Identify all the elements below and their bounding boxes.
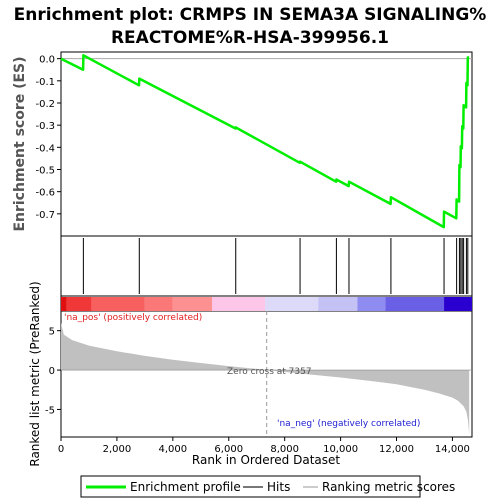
rank-metric-layer xyxy=(61,311,472,437)
rank-tick-label: 0 xyxy=(49,366,55,377)
heatmap-layer xyxy=(61,297,472,311)
es-tick-label: -0.5 xyxy=(35,165,55,176)
legend-label-ranking: Ranking metric scores xyxy=(322,480,455,494)
heatmap-band xyxy=(91,297,145,311)
heatmap-band xyxy=(265,297,319,311)
heatmap-band xyxy=(357,297,386,311)
es-tick-label: -0.2 xyxy=(35,99,55,110)
x-tick-label: 14,000 xyxy=(435,444,470,455)
rank-tick-label: -5 xyxy=(45,405,55,416)
es-tick-label: -0.4 xyxy=(35,143,55,154)
x-ticks: 0 2,000 4,000 6,000 8,000 10,000 12,000 14,000 xyxy=(58,437,470,455)
es-line-layer xyxy=(60,54,470,229)
hits-layer xyxy=(82,238,469,294)
rank-tick-label: 5 xyxy=(49,327,55,338)
x-tick-label: 2,000 xyxy=(103,444,132,455)
heatmap-band xyxy=(66,297,92,311)
x-tick-label: 6,000 xyxy=(214,444,243,455)
rank-y-axis-label: Ranked list metric (PreRanked) xyxy=(28,281,42,466)
x-tick-label: 12,000 xyxy=(379,444,414,455)
neg-label: 'na_neg' (negatively correlated) xyxy=(277,419,420,429)
es-y-axis-label: Enrichment score (ES) xyxy=(12,56,28,231)
pos-label: 'na_pos' (positively correlated) xyxy=(64,313,202,323)
x-axis-label: Rank in Ordered Dataset xyxy=(192,453,340,467)
zero-cross-label: Zero cross at 7357 xyxy=(227,367,312,377)
heatmap-band xyxy=(385,297,445,311)
es-y-ticks: 0.0 -0.1 -0.2 -0.3 -0.4 -0.5 -0.6 -0.7 xyxy=(35,55,61,221)
legend: Enrichment profile Hits Ranking metric s… xyxy=(80,475,455,498)
chart-title-line1: Enrichment plot: CRMPS IN SEMA3A SIGNALI… xyxy=(14,5,487,25)
ranking-metric-area xyxy=(61,322,470,435)
x-tick-label: 0 xyxy=(58,444,64,455)
x-tick-label: 8,000 xyxy=(270,444,299,455)
heatmap-band xyxy=(61,297,67,311)
legend-label-hits: Hits xyxy=(267,480,290,494)
es-tick-label: 0.0 xyxy=(39,55,55,66)
legend-label-enrichment: Enrichment profile xyxy=(130,480,241,494)
x-tick-label: 4,000 xyxy=(159,444,188,455)
es-tick-label: -0.3 xyxy=(35,121,55,132)
heatmap-band xyxy=(318,297,358,311)
heatmap-band xyxy=(144,297,173,311)
heatmap-band xyxy=(444,297,472,311)
es-tick-label: -0.1 xyxy=(35,77,55,88)
rank-y-ticks: 5 0 -5 xyxy=(45,327,61,416)
es-tick-label: -0.6 xyxy=(35,188,55,199)
es-tick-label: -0.7 xyxy=(35,210,55,221)
heatmap-band xyxy=(172,297,212,311)
enrichment-profile-line xyxy=(60,54,470,229)
heatmap-band xyxy=(211,297,266,311)
x-tick-label: 10,000 xyxy=(323,444,358,455)
hits-panel xyxy=(60,235,473,297)
chart-title-line2: REACTOME%R-HSA-399956.1 xyxy=(111,28,389,48)
